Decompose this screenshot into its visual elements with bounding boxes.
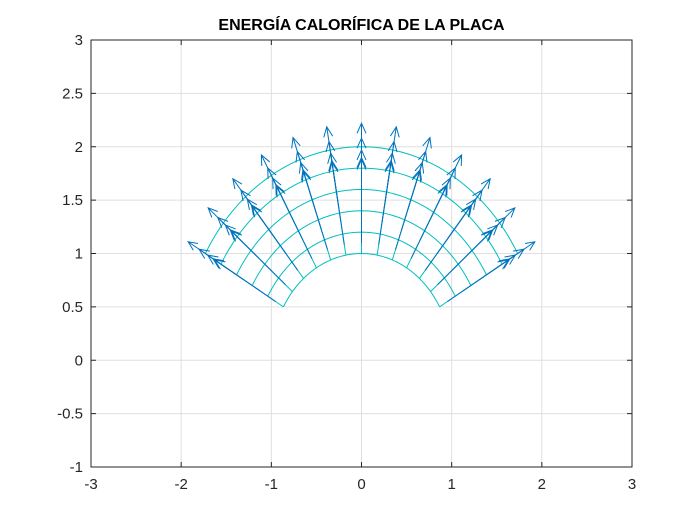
x-tick-label: 1 xyxy=(447,476,455,493)
y-tick-label: 3 xyxy=(75,32,83,49)
arrow-shaft xyxy=(446,154,463,185)
x-tick-label: -3 xyxy=(84,476,97,493)
arrow-head xyxy=(480,177,491,190)
heat-flux-arrow xyxy=(356,122,367,158)
arrow-shaft xyxy=(187,241,214,260)
heat-flux-arrow xyxy=(446,153,463,185)
arrow-shaft xyxy=(260,154,277,185)
x-tick-label: 0 xyxy=(357,476,365,493)
arrow-shaft xyxy=(292,137,304,170)
arrow-shaft xyxy=(207,207,231,231)
arrow-head xyxy=(207,207,218,218)
arrow-shaft xyxy=(326,126,333,161)
x-tick-label: 3 xyxy=(628,476,636,493)
y-tick-label: 0 xyxy=(75,352,83,369)
heat-flux-arrow xyxy=(291,136,304,170)
arrow-head xyxy=(187,241,199,251)
heat-flux-arrow xyxy=(419,136,432,170)
arrow-shaft xyxy=(509,241,536,260)
arrow-shaft xyxy=(232,178,252,206)
arrow-head xyxy=(422,136,432,149)
chart-title: ENERGÍA CALORÍFICA DE LA PLACA xyxy=(218,15,505,34)
x-tick-label: 2 xyxy=(538,476,546,493)
arrow-head xyxy=(505,207,516,218)
arrow-shaft xyxy=(492,207,516,231)
y-tick-label: 0.5 xyxy=(62,299,83,316)
heat-flux-arrow xyxy=(207,207,231,231)
arrow-shaft xyxy=(390,126,397,161)
arrow-head xyxy=(260,153,271,166)
y-tick-label: 2.5 xyxy=(62,85,83,102)
arrow-head xyxy=(232,177,243,190)
axis-ticks: -3 -2 -1 0 1 2 3 -1 -0.5 0 0.5 1 1.5 2 2.5 3 xyxy=(57,32,636,493)
arrow-head xyxy=(291,136,301,149)
arrow-shaft xyxy=(419,137,431,170)
heat-flux-arrows xyxy=(187,122,536,302)
y-tick-label: 1 xyxy=(75,246,83,263)
heat-flux-arrow xyxy=(260,153,277,185)
heat-flux-arrow xyxy=(187,241,214,260)
arrow-head xyxy=(524,241,536,251)
arrow-head xyxy=(389,125,400,138)
arrow-head xyxy=(356,122,367,134)
arrow-shaft xyxy=(471,178,491,206)
y-tick-label: -0.5 xyxy=(57,406,83,423)
heat-flux-arrow xyxy=(389,125,400,161)
arrow-head xyxy=(323,125,334,138)
heat-flux-arrow xyxy=(492,207,516,231)
y-tick-label: 2 xyxy=(75,139,83,156)
heat-flux-arrow xyxy=(509,241,536,260)
heat-flux-arrow xyxy=(232,177,252,206)
heat-flux-arrow xyxy=(323,125,334,161)
heat-flux-arrow xyxy=(471,177,491,206)
y-tick-label: -1 xyxy=(70,459,83,476)
y-tick-label: 1.5 xyxy=(62,192,83,209)
x-tick-label: -1 xyxy=(265,476,278,493)
arrow-head xyxy=(452,153,463,166)
x-tick-label: -2 xyxy=(174,476,187,493)
